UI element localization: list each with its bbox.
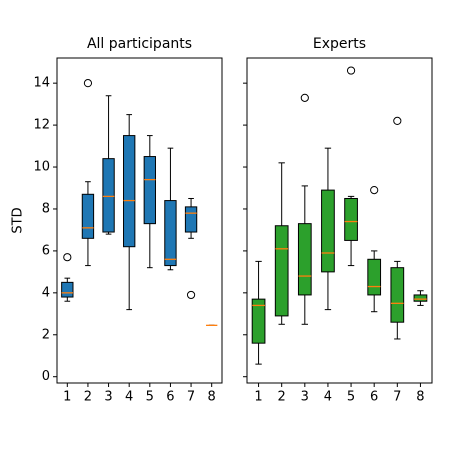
y-tick-label: 8 — [42, 201, 50, 216]
x-tick-label: 8 — [208, 390, 216, 405]
box — [390, 267, 405, 323]
flier — [346, 66, 356, 75]
x-tick-label: 5 — [347, 390, 355, 405]
y-tick-label: 10 — [33, 160, 50, 175]
y-tick-label: 14 — [33, 76, 50, 91]
x-tick-label: 4 — [324, 390, 332, 405]
flier — [300, 93, 309, 102]
x-tick-label: 2 — [278, 390, 286, 405]
box — [367, 258, 382, 296]
box — [164, 200, 177, 267]
box — [184, 206, 198, 233]
panel-title: All participants — [87, 36, 192, 52]
box — [321, 189, 335, 273]
x-tick-label: 7 — [393, 390, 401, 405]
flier — [186, 290, 196, 300]
x-tick-label: 3 — [104, 390, 112, 405]
axes-frame — [246, 57, 433, 384]
box — [143, 156, 156, 225]
box — [251, 298, 266, 344]
y-tick-label: 6 — [42, 243, 50, 258]
x-tick-label: 1 — [254, 390, 262, 405]
x-tick-label: 3 — [301, 390, 309, 405]
flier — [63, 253, 72, 262]
x-tick-label: 6 — [166, 390, 174, 405]
box — [297, 223, 312, 296]
box — [102, 158, 115, 233]
axes-frame — [56, 57, 223, 384]
box — [344, 197, 358, 241]
box — [81, 193, 95, 239]
x-tick-label: 2 — [84, 390, 92, 405]
x-tick-label: 6 — [370, 390, 378, 405]
panel-title: Experts — [313, 36, 366, 52]
y-tick-label: 0 — [42, 369, 50, 384]
y-axis-label: STD — [11, 207, 26, 233]
y-tick-label: 4 — [42, 285, 50, 300]
y-tick-label: 12 — [33, 118, 50, 133]
flier — [83, 79, 93, 88]
x-tick-label: 4 — [125, 390, 133, 405]
box — [61, 281, 74, 298]
box — [274, 225, 289, 317]
flier — [370, 185, 379, 195]
box — [413, 294, 428, 302]
x-tick-label: 7 — [187, 390, 195, 405]
y-tick-label: 2 — [42, 327, 50, 342]
x-tick-label: 1 — [63, 390, 71, 405]
x-tick-label: 8 — [416, 390, 424, 405]
x-tick-label: 5 — [146, 390, 154, 405]
flier — [393, 116, 402, 126]
box — [123, 135, 136, 248]
